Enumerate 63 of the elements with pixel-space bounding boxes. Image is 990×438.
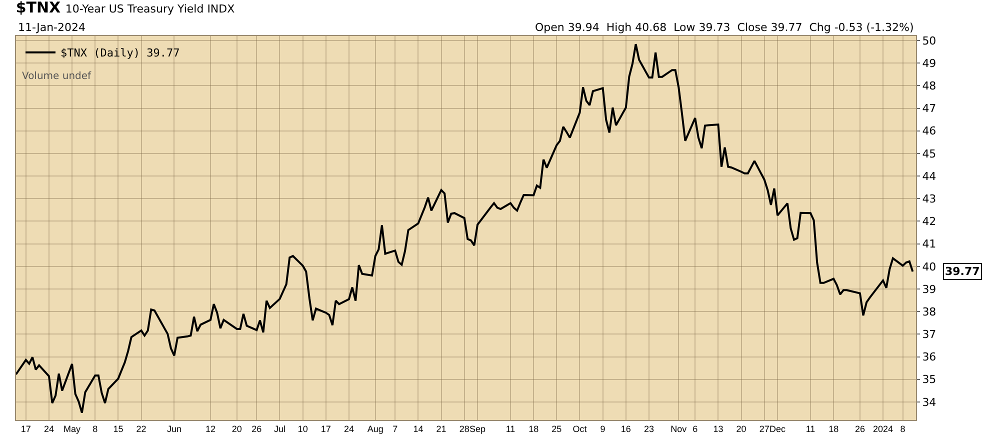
line-series xyxy=(16,43,914,414)
y-tick-label: 44 xyxy=(922,170,936,183)
x-tick-label: May xyxy=(64,424,82,434)
annotation: 39.77 xyxy=(945,265,980,278)
x-tick-label: Jun xyxy=(166,424,182,434)
x-tick-label: 25 xyxy=(552,424,562,434)
x-tick-label: 11 xyxy=(806,424,816,434)
x-tick-label: 17 xyxy=(20,424,31,434)
x-tick-label: Dec xyxy=(770,424,786,434)
annotation: Volume undef xyxy=(22,71,92,82)
x-tick-label: Nov xyxy=(670,424,688,434)
x-tick-label: 7 xyxy=(392,424,398,434)
y-tick-label: 36 xyxy=(922,350,936,364)
x-tick-label: 11 xyxy=(506,424,516,434)
y-tick-label: 47 xyxy=(922,102,936,116)
x-tick-label: 18 xyxy=(528,424,539,434)
x-tick-label: Oct xyxy=(572,424,588,434)
x-tick-label: 8 xyxy=(92,424,98,434)
y-tick-label: 46 xyxy=(922,124,936,138)
chart-subtitle: 10-Year US Treasury Yield INDX xyxy=(65,2,236,16)
x-tick-label: 20 xyxy=(736,424,746,434)
x-tick-label: 23 xyxy=(644,424,654,434)
x-tick-label: 26 xyxy=(854,424,865,434)
y-tick-label: 43 xyxy=(922,192,936,206)
x-tick-label: 6 xyxy=(692,424,698,434)
x-tick-label: 17 xyxy=(320,424,331,434)
text: 11-Jan-2024 xyxy=(18,21,86,34)
y-tick-label: 45 xyxy=(922,147,936,160)
x-tick-label: 28 xyxy=(459,424,470,434)
x-tick-label: 13 xyxy=(713,424,724,434)
y-tick-label: 48 xyxy=(922,80,936,93)
x-tick-label: 27 xyxy=(759,424,770,434)
x-tick-label: 21 xyxy=(436,424,446,434)
x-tick-label: 22 xyxy=(136,424,146,434)
x-tick-label: 26 xyxy=(252,424,262,434)
x-tick-label: 10 xyxy=(298,424,308,434)
x-tick-label: 18 xyxy=(828,424,839,434)
y-tick-label: 38 xyxy=(922,305,936,318)
x-tick-label: 12 xyxy=(206,424,216,434)
legend-label: $TNX (Daily) 39.77 xyxy=(60,46,180,60)
x-tick-label: 9 xyxy=(600,424,606,434)
y-tick-label: 37 xyxy=(922,328,936,342)
x-tick-label: 16 xyxy=(620,424,631,434)
x-tick-label: Sep xyxy=(470,424,486,434)
y-tick-label: 50 xyxy=(922,34,936,48)
x-tick-label: 14 xyxy=(413,424,424,434)
y-tick-label: 42 xyxy=(922,215,936,228)
y-tick-label: 35 xyxy=(922,373,936,386)
x-tick-label: 15 xyxy=(113,424,124,434)
y-tick-label: 40 xyxy=(922,260,936,274)
x-tick-label: 20 xyxy=(232,424,242,434)
x-tick-label: 24 xyxy=(344,424,354,434)
text: Open 39.94 High 40.68 Low 39.73 Close 39.77 Chg -0.53 (-1.32%) xyxy=(535,21,914,34)
y-tick-label: 49 xyxy=(922,56,936,70)
x-tick-label: Aug xyxy=(367,424,384,434)
x-tick-label: 24 xyxy=(44,424,54,434)
x-tick-label: 2024 xyxy=(873,424,894,434)
x-tick-label: Jul xyxy=(274,424,286,434)
y-tick-label: 34 xyxy=(922,396,936,409)
y-tick-label: 41 xyxy=(922,238,936,251)
y-tick-label: 39 xyxy=(922,282,936,296)
chart-title: $TNX xyxy=(16,0,62,17)
x-tick-label: 8 xyxy=(900,424,906,434)
